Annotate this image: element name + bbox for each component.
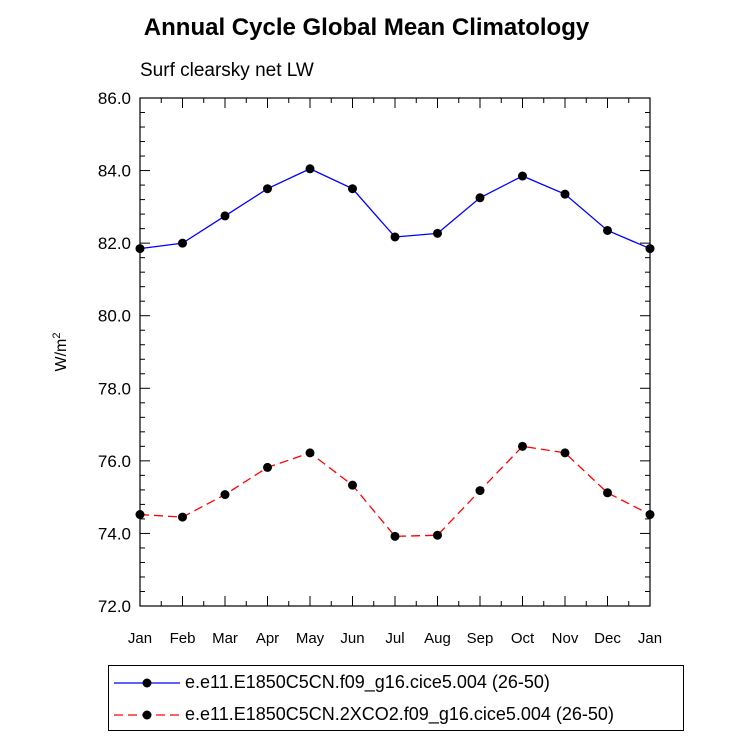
legend-swatch-solid	[114, 678, 180, 688]
plot-frame	[139, 97, 651, 607]
x-tick-label: Jan	[638, 630, 662, 647]
data-point	[518, 171, 527, 181]
legend-label-2xco2: e.e11.E1850C5CN.2XCO2.f09_g16.cice5.004 …	[185, 704, 614, 724]
x-tick-label: Feb	[170, 630, 196, 647]
legend-swatch-dashed	[114, 710, 180, 720]
data-point	[603, 488, 612, 498]
data-point	[560, 189, 570, 199]
x-tick-label: Apr	[256, 630, 279, 647]
series-line	[139, 445, 651, 537]
data-point	[645, 510, 655, 520]
data-point	[135, 510, 145, 520]
axis-tick-labels: 72.0 74.0 76.0 78.0 80.0 82.0 84.0 86.0 Jan Feb Ma…	[98, 89, 662, 647]
y-tick-label: 84.0	[98, 162, 131, 181]
x-tick-label: Jul	[385, 630, 404, 647]
chart-canvas: W/m2 72.0 74.0 76.0 78.0 80.0 82.0 84.0 86.0 Jan…	[51, 89, 662, 647]
x-tick-label: Jun	[340, 630, 364, 647]
data-point	[135, 244, 145, 254]
data-point	[305, 448, 315, 458]
axis-ticks	[139, 97, 651, 607]
data-point	[348, 480, 357, 490]
legend: e.e11.E1850C5CN.f09_g16.cice5.004 (26-50…	[108, 665, 684, 731]
data-point	[178, 512, 187, 522]
data-point	[433, 228, 442, 238]
y-tick-label: 80.0	[98, 307, 131, 326]
x-tick-label: May	[296, 630, 325, 647]
series-2xco2	[135, 441, 655, 541]
series-control	[135, 164, 655, 254]
data-point	[263, 184, 272, 194]
data-point	[518, 441, 527, 451]
svg-text:W/m2: W/m2	[51, 333, 70, 372]
x-tick-label: Nov	[552, 630, 579, 647]
data-point	[475, 486, 485, 496]
y-axis-label-text: W/m	[53, 339, 70, 372]
data-point	[263, 462, 272, 472]
x-tick-label: Jan	[128, 630, 152, 647]
data-point	[603, 225, 612, 235]
data-point	[390, 232, 400, 242]
x-tick-label: Dec	[594, 630, 621, 647]
legend-label-control: e.e11.E1850C5CN.f09_g16.cice5.004 (26-50…	[185, 672, 550, 692]
data-point	[390, 531, 400, 541]
data-point	[475, 193, 485, 203]
data-point	[220, 490, 230, 500]
x-tick-label: Mar	[212, 630, 238, 647]
y-axis-label: W/m2	[51, 333, 70, 372]
chart-title: Annual Cycle Global Mean Climatology	[143, 14, 590, 41]
y-tick-label: 76.0	[98, 452, 131, 471]
y-tick-label: 78.0	[98, 379, 131, 398]
y-tick-label: 74.0	[98, 524, 131, 543]
x-tick-label: Sep	[467, 630, 494, 647]
chart-subtitle: Surf clearsky net LW	[140, 60, 314, 81]
data-point	[305, 164, 315, 174]
legend-item-2xco2: e.e11.E1850C5CN.2XCO2.f09_g16.cice5.004 …	[109, 702, 683, 728]
series-layer	[135, 164, 655, 541]
legend-item-control: e.e11.E1850C5CN.f09_g16.cice5.004 (26-50…	[109, 670, 683, 696]
x-tick-label: Aug	[424, 630, 451, 647]
data-point	[348, 184, 357, 194]
y-axis-label-superscript: 2	[51, 333, 63, 339]
y-tick-label: 86.0	[98, 89, 131, 108]
x-tick-label: Oct	[511, 630, 535, 647]
y-tick-label: 72.0	[98, 597, 131, 616]
data-point	[645, 244, 655, 254]
data-point	[178, 238, 187, 248]
data-point	[433, 530, 442, 540]
data-point	[220, 211, 230, 221]
data-point	[560, 448, 570, 458]
y-tick-label: 82.0	[98, 234, 131, 253]
